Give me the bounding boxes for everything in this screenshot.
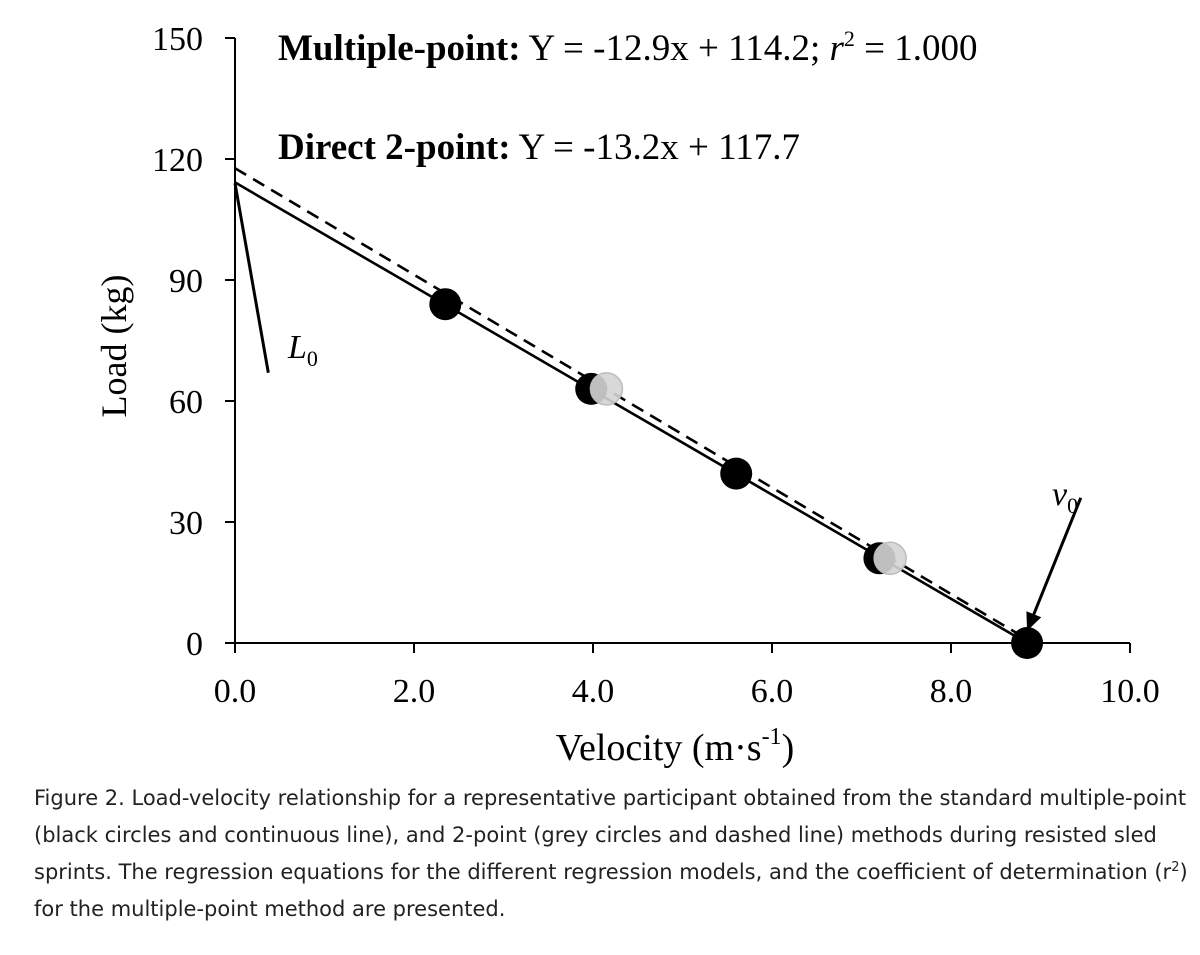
equation-direct-formula: Y = -13.2x + 117.7	[511, 127, 800, 168]
v0-label: v0	[1052, 476, 1078, 518]
v0-arrow	[1025, 497, 1083, 632]
equation-multiple-point: Multiple-point: Y = -12.9x + 114.2; r2 =…	[278, 26, 978, 69]
y-ticks: 0 30 60 90 120 150	[152, 21, 235, 663]
x-tick-label: 2.0	[393, 673, 436, 710]
two-point-data-point	[873, 541, 907, 576]
plot-annotations: L0 v0	[233, 182, 1083, 632]
two-point-regression-line	[234, 167, 1035, 645]
x-tick-label: 10.0	[1100, 673, 1160, 710]
x-tick-label: 6.0	[751, 673, 794, 710]
y-tick-label: 90	[169, 263, 203, 300]
equation-multiple-r: r	[830, 28, 845, 69]
axes: 0 30 60 90 120 150 0.0 2.0 4.0 6.0 8.0 10.0	[152, 21, 1160, 710]
multiple-point-regression-line	[234, 181, 1028, 645]
load-velocity-chart: 0 30 60 90 120 150 0.0 2.0 4.0 6.0 8.0 10.0 Load (…	[94, 21, 1160, 769]
caption-text: Figure 2. Load-velocity relationship for…	[34, 786, 1187, 884]
multiple-point-data-point	[720, 457, 753, 490]
y-tick-label: 60	[169, 384, 203, 421]
equation-multiple-label: Multiple-point:	[278, 28, 521, 69]
multiple-point-data-point	[1011, 627, 1044, 659]
L0-arrow	[233, 182, 270, 374]
equation-multiple-r-sup: 2	[844, 26, 855, 51]
two-point-data-point	[589, 372, 624, 406]
equation-multiple-r2-value: = 1.000	[855, 28, 978, 69]
equation-direct-2-point: Direct 2-point: Y = -13.2x + 117.7	[278, 127, 800, 168]
multiple-point-data-point	[429, 288, 462, 321]
x-axis-label: Velocity (m·s-1)	[556, 724, 794, 769]
y-tick-label: 150	[152, 21, 203, 58]
x-tick-label: 8.0	[930, 673, 973, 710]
x-ticks: 0.0 2.0 4.0 6.0 8.0 10.0	[214, 643, 1160, 710]
caption-tail: ) for the multiple-point method are pres…	[34, 860, 1188, 921]
y-tick-label: 120	[152, 142, 203, 179]
v0-arrowhead	[1026, 611, 1042, 631]
equation-direct-label: Direct 2-point:	[278, 127, 511, 168]
figure-caption: Figure 2. Load-velocity relationship for…	[34, 780, 1194, 928]
plot-marks	[234, 167, 1044, 659]
equation-multiple-formula: Y = -12.9x + 114.2;	[521, 28, 830, 69]
y-tick-label: 0	[186, 626, 203, 663]
L0-label: L0	[287, 329, 318, 371]
x-tick-label: 4.0	[572, 673, 615, 710]
caption-sup: 2	[1171, 860, 1180, 875]
y-axis-label: Load (kg)	[94, 275, 134, 418]
x-tick-label: 0.0	[214, 673, 257, 710]
y-tick-label: 30	[169, 505, 203, 542]
